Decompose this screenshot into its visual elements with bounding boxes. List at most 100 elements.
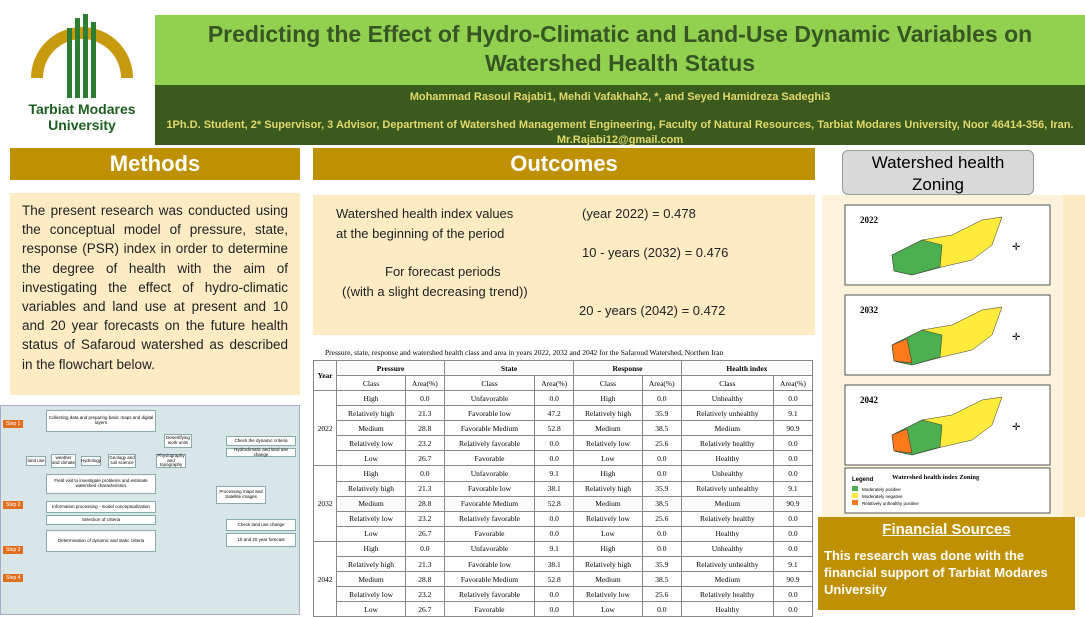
- table-cell: 9.1: [535, 466, 574, 481]
- table-cell: Relatively favorable: [444, 587, 534, 602]
- side-strip: [1063, 195, 1085, 517]
- table-cell: High: [337, 466, 406, 481]
- table-cell: 26.7: [405, 451, 444, 466]
- table-cell: Unfavorable: [444, 391, 534, 406]
- table-cell: 0.0: [535, 587, 574, 602]
- table-cell: 25.6: [642, 511, 681, 526]
- step-label: Step 1: [3, 420, 23, 428]
- table-cell: 90.9: [773, 496, 812, 511]
- table-row: Medium28.8Favorable Medium52.8Medium38.5…: [314, 421, 813, 436]
- header-row: ClassArea(%)ClassArea(%)ClassArea(%)Clas…: [314, 376, 813, 391]
- table-cell: 38.5: [642, 496, 681, 511]
- table-cell: 25.6: [642, 436, 681, 451]
- table-cell: 21.3: [405, 406, 444, 421]
- outcomes-box: Watershed health index values at the begi…: [313, 195, 815, 335]
- logo-stripes: [67, 14, 96, 98]
- subheader-cell: Area(%): [642, 376, 681, 391]
- table-cell: 0.0: [535, 526, 574, 541]
- table-cell: Relatively healthy: [681, 587, 773, 602]
- outcome-line: Watershed health index values: [336, 206, 513, 221]
- table-cell: 9.1: [773, 481, 812, 496]
- table-cell: 23.2: [405, 511, 444, 526]
- table-cell: 21.3: [405, 557, 444, 572]
- table-cell: Favorable: [444, 526, 534, 541]
- table-row: Medium28.8Favorable Medium52.8Medium38.5…: [314, 572, 813, 587]
- table-cell: Medium: [574, 572, 643, 587]
- table-cell: High: [574, 466, 643, 481]
- table-cell: 35.9: [642, 481, 681, 496]
- table-cell: 28.8: [405, 496, 444, 511]
- table-cell: Relatively high: [337, 557, 406, 572]
- table-cell: Relatively healthy: [681, 511, 773, 526]
- table-cell: Favorable Medium: [444, 572, 534, 587]
- table-cell: 0.0: [773, 587, 812, 602]
- outcome-line: at the beginning of the period: [336, 226, 504, 241]
- table-cell: 0.0: [535, 451, 574, 466]
- table-cell: Medium: [337, 496, 406, 511]
- outcome-line: For forecast periods: [385, 264, 501, 279]
- logo-text: Tarbiat Modares: [28, 101, 135, 117]
- table-cell: 28.8: [405, 421, 444, 436]
- table-cell: 38.5: [642, 421, 681, 436]
- table-cell: Relatively high: [574, 481, 643, 496]
- financial-heading: Financial Sources: [824, 521, 1069, 538]
- flow-box: Determination of dynamic and static crit…: [46, 530, 156, 552]
- flow-box: weather and climate: [51, 454, 76, 468]
- table-cell: 90.9: [773, 572, 812, 587]
- table-row: 2032High0.0Unfavorable9.1High0.0Unhealth…: [314, 466, 813, 481]
- table-cell: Low: [574, 451, 643, 466]
- header-cell: Health index: [681, 361, 812, 376]
- table-cell: Favorable low: [444, 406, 534, 421]
- table-cell: Relatively favorable: [444, 436, 534, 451]
- table-cell: Relatively unhealthy: [681, 406, 773, 421]
- table-cell: Medium: [681, 421, 773, 436]
- table-cell: Low: [337, 451, 406, 466]
- table-cell: 0.0: [405, 391, 444, 406]
- table-cell: 9.1: [773, 557, 812, 572]
- subheader-cell: Area(%): [535, 376, 574, 391]
- affiliation: 1Ph.D. Student, 2* Supervisor, 3 Advisor…: [165, 118, 1075, 148]
- table-cell: 0.0: [773, 511, 812, 526]
- map-year: 2022: [860, 215, 879, 225]
- header-cell: State: [444, 361, 573, 376]
- table-cell: 9.1: [535, 541, 574, 556]
- logo: Tarbiat Modares University: [15, 8, 150, 138]
- table-cell: Medium: [681, 496, 773, 511]
- table-row: 2042High0.0Unfavorable9.1High0.0Unhealth…: [314, 541, 813, 556]
- table-cell: Favorable Medium: [444, 421, 534, 436]
- table-cell: 38.1: [535, 557, 574, 572]
- table-row: Relatively high21.3Favorable low47.2Rela…: [314, 406, 813, 421]
- table-wrap: YearPressureStateResponseHealth indexCla…: [313, 360, 813, 617]
- subheader-cell: Class: [681, 376, 773, 391]
- table-cell: High: [337, 391, 406, 406]
- table-cell: 52.8: [535, 421, 574, 436]
- step-label: Step 3: [3, 546, 23, 554]
- title: Predicting the Effect of Hydro-Climatic …: [155, 15, 1085, 85]
- table-row: 2022High0.0Unfavorable0.0High0.0Unhealth…: [314, 391, 813, 406]
- table-cell: High: [574, 541, 643, 556]
- table-cell: 25.6: [642, 587, 681, 602]
- table-cell: 0.0: [642, 526, 681, 541]
- table-cell: Relatively favorable: [444, 511, 534, 526]
- outcome-line: 20 - years (2042) = 0.472: [579, 303, 725, 318]
- flow-box: Hydrology: [81, 456, 101, 466]
- header-cell: Pressure: [337, 361, 445, 376]
- table-cell: Favorable low: [444, 481, 534, 496]
- table-cell: Relatively low: [574, 511, 643, 526]
- table-row: Low26.7Favorable0.0Low0.0Healthy0.0: [314, 451, 813, 466]
- table-cell: Favorable Medium: [444, 496, 534, 511]
- table-row: Low26.7Favorable0.0Low0.0Healthy0.0: [314, 526, 813, 541]
- table-cell: Relatively low: [337, 511, 406, 526]
- year-cell: 2042: [314, 541, 337, 616]
- compass: ✛: [1012, 332, 1020, 343]
- table-cell: Medium: [681, 572, 773, 587]
- table-row: Relatively high21.3Favorable low38.1Rela…: [314, 481, 813, 496]
- table-cell: 21.3: [405, 481, 444, 496]
- flow-box: Field visit to investigate problems and …: [46, 474, 156, 494]
- map-year: 2042: [860, 395, 879, 405]
- table-cell: 52.8: [535, 496, 574, 511]
- table-cell: High: [574, 391, 643, 406]
- table-cell: 0.0: [642, 541, 681, 556]
- legend-item: Moderately negative: [862, 494, 903, 499]
- step-label: Step 2: [3, 501, 23, 509]
